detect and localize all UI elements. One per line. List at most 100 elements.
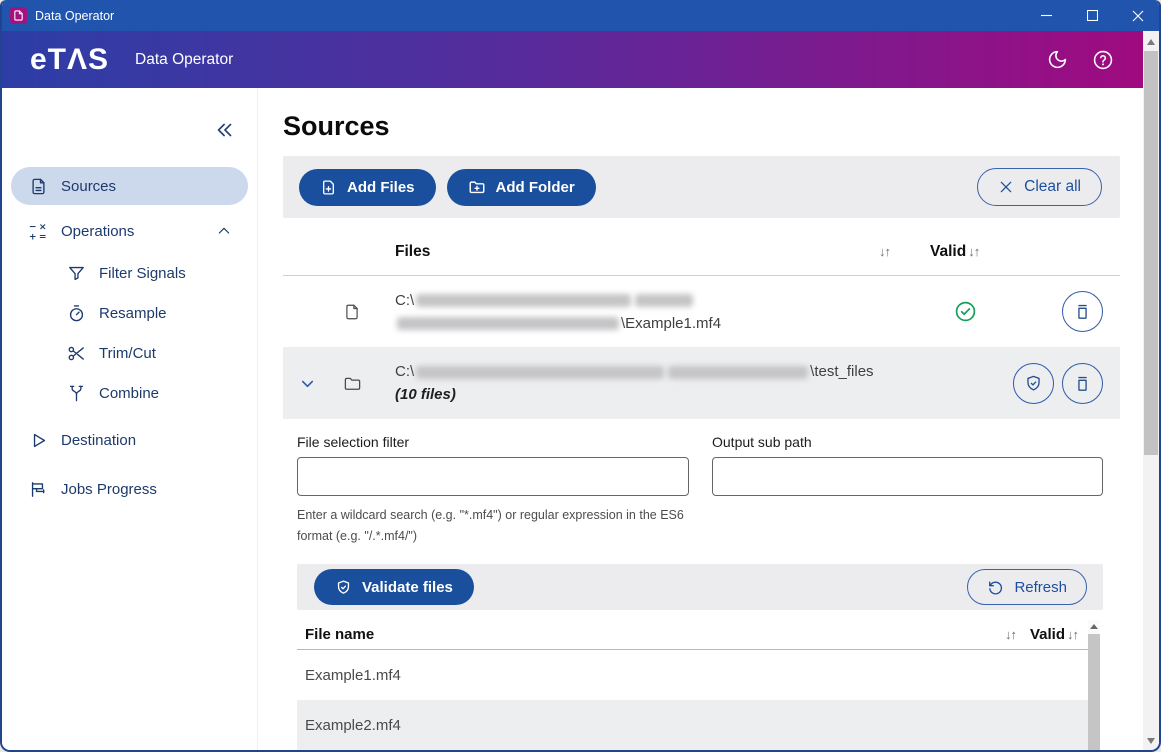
sidebar-item-label: Filter Signals bbox=[99, 265, 186, 282]
file-selection-filter-label: File selection filter bbox=[297, 434, 410, 450]
filter-helper-text: Enter a wildcard search (e.g. "*.mf4") o… bbox=[297, 508, 684, 543]
file-name: Example1.mf4 bbox=[305, 666, 401, 684]
scroll-down-arrow[interactable] bbox=[1147, 738, 1155, 744]
sidebar-item-operations[interactable]: − × + = Operations bbox=[11, 212, 248, 250]
output-sub-path-label: Output sub path bbox=[712, 434, 812, 450]
valid-column-header[interactable]: Valid bbox=[930, 242, 967, 260]
refresh-button[interactable]: Refresh bbox=[967, 569, 1087, 605]
shield-check-icon bbox=[335, 579, 352, 596]
folder-files-table-header: File name ↓↑ Valid ↓↑ bbox=[297, 620, 1100, 650]
help-icon[interactable] bbox=[1091, 48, 1115, 72]
sidebar-item-label: Destination bbox=[61, 431, 137, 449]
svg-text:×: × bbox=[39, 221, 47, 232]
sidebar-item-resample[interactable]: Resample bbox=[11, 297, 248, 330]
svg-text:+: + bbox=[29, 231, 37, 241]
file-name: Example2.mf4 bbox=[305, 716, 401, 734]
main-scrollbar-thumb[interactable] bbox=[1144, 51, 1158, 455]
file-plus-icon bbox=[320, 179, 337, 196]
maximize-button[interactable] bbox=[1069, 0, 1115, 31]
sources-toolbar: Add Files Add Folder bbox=[283, 156, 1120, 218]
folder-file-row[interactable]: Example2.mf4 bbox=[297, 700, 1088, 750]
scroll-up-arrow[interactable] bbox=[1147, 39, 1155, 45]
dark-mode-moon-icon[interactable] bbox=[1045, 48, 1069, 72]
sort-icon[interactable]: ↓↑ bbox=[1067, 627, 1079, 642]
clear-all-label: Clear all bbox=[1024, 178, 1081, 195]
sidebar: Sources − × + = Operatio bbox=[2, 88, 258, 750]
main-scrollbar[interactable] bbox=[1143, 31, 1159, 750]
play-triangle-icon bbox=[28, 430, 48, 450]
minimize-button[interactable] bbox=[1023, 0, 1069, 31]
refresh-rotate-icon bbox=[987, 579, 1004, 596]
files-table-header: Files ↓↑ Valid ↓↑ bbox=[283, 228, 1120, 276]
sidebar-item-label: Operations bbox=[61, 222, 135, 240]
output-sub-path-input[interactable] bbox=[712, 457, 1103, 496]
sidebar-item-label: Trim/Cut bbox=[99, 345, 156, 362]
redacted-path-segment bbox=[397, 317, 619, 331]
sidebar-item-label: Resample bbox=[99, 305, 167, 322]
sidebar-collapse-button[interactable] bbox=[212, 117, 238, 143]
operations-math-icon: − × + = bbox=[28, 221, 48, 241]
validate-files-button[interactable]: Validate files bbox=[314, 569, 474, 605]
sort-icon[interactable]: ↓↑ bbox=[1004, 627, 1017, 642]
file-selection-filter-input[interactable] bbox=[297, 457, 689, 496]
app-icon bbox=[10, 7, 27, 24]
sort-icon[interactable]: ↓↑ bbox=[968, 244, 980, 259]
source-folder-row[interactable]: C:\ \test_files (10 files) bbox=[283, 347, 1120, 419]
delete-folder-button[interactable] bbox=[1062, 362, 1103, 404]
titlebar: Data Operator bbox=[2, 0, 1159, 31]
validate-folder-button[interactable] bbox=[1013, 362, 1054, 404]
chevron-up-icon bbox=[216, 223, 232, 239]
refresh-label: Refresh bbox=[1014, 578, 1067, 596]
redacted-path-segment bbox=[416, 294, 632, 308]
file-path: C:\ \Example1.mf4 bbox=[376, 289, 930, 335]
funnel-icon bbox=[66, 264, 86, 284]
jobs-progress-icon bbox=[28, 479, 48, 499]
file-icon bbox=[328, 302, 376, 322]
page-title: Sources bbox=[283, 111, 390, 141]
validate-toolbar: Validate files Refresh bbox=[297, 564, 1103, 610]
svg-text:−: − bbox=[29, 221, 37, 232]
scissors-icon bbox=[66, 344, 86, 364]
add-files-label: Add Files bbox=[347, 178, 415, 196]
path-suffix: \Example1.mf4 bbox=[621, 314, 722, 332]
main-content: Sources Add Files bbox=[258, 88, 1143, 750]
sidebar-item-filter-signals[interactable]: Filter Signals bbox=[11, 257, 248, 290]
folder-plus-icon bbox=[468, 178, 486, 196]
app-header: eTΛS Data Operator bbox=[2, 31, 1143, 88]
sidebar-item-label: Combine bbox=[99, 385, 160, 402]
inner-scrollbar-thumb[interactable] bbox=[1088, 634, 1100, 750]
stopwatch-icon bbox=[66, 304, 86, 324]
sidebar-item-label: Jobs Progress bbox=[61, 480, 157, 498]
sort-icon[interactable]: ↓↑ bbox=[879, 244, 891, 259]
redacted-path-segment bbox=[635, 294, 694, 308]
delete-file-button[interactable] bbox=[1062, 291, 1103, 332]
sidebar-item-jobs-progress[interactable]: Jobs Progress bbox=[11, 470, 248, 508]
scroll-up-arrow[interactable] bbox=[1090, 624, 1098, 629]
sidebar-item-sources[interactable]: Sources bbox=[11, 167, 248, 205]
sidebar-item-trim-cut[interactable]: Trim/Cut bbox=[11, 337, 248, 370]
sidebar-item-label: Sources bbox=[61, 177, 117, 195]
files-column-header[interactable]: Files bbox=[395, 242, 431, 260]
folder-files-table: File name ↓↑ Valid ↓↑ Example1.mf4 bbox=[297, 620, 1100, 750]
valid-check-icon bbox=[930, 300, 1000, 323]
file-name-column-header[interactable]: File name bbox=[305, 626, 375, 643]
folder-file-row[interactable]: Example1.mf4 bbox=[297, 650, 1088, 700]
sidebar-item-combine[interactable]: Combine bbox=[11, 377, 248, 410]
window-title: Data Operator bbox=[35, 8, 115, 23]
folder-file-count: (10 files) bbox=[395, 386, 456, 403]
valid-column-header[interactable]: Valid bbox=[1029, 626, 1065, 643]
add-files-button[interactable]: Add Files bbox=[299, 168, 436, 206]
clear-all-button[interactable]: Clear all bbox=[977, 168, 1102, 206]
source-file-row[interactable]: C:\ \Example1.mf4 bbox=[283, 276, 1120, 347]
add-folder-button[interactable]: Add Folder bbox=[446, 168, 596, 206]
folder-detail-panel: File selection filter Enter a wildcard s… bbox=[283, 419, 1120, 750]
chevron-down-icon[interactable] bbox=[298, 374, 328, 393]
close-button[interactable] bbox=[1115, 0, 1159, 31]
path-suffix: \test_files bbox=[810, 363, 874, 380]
folder-icon bbox=[328, 374, 376, 393]
inner-scrollbar[interactable] bbox=[1088, 620, 1100, 750]
add-folder-label: Add Folder bbox=[495, 178, 575, 196]
sidebar-item-destination[interactable]: Destination bbox=[11, 421, 248, 459]
svg-text:=: = bbox=[39, 231, 47, 241]
